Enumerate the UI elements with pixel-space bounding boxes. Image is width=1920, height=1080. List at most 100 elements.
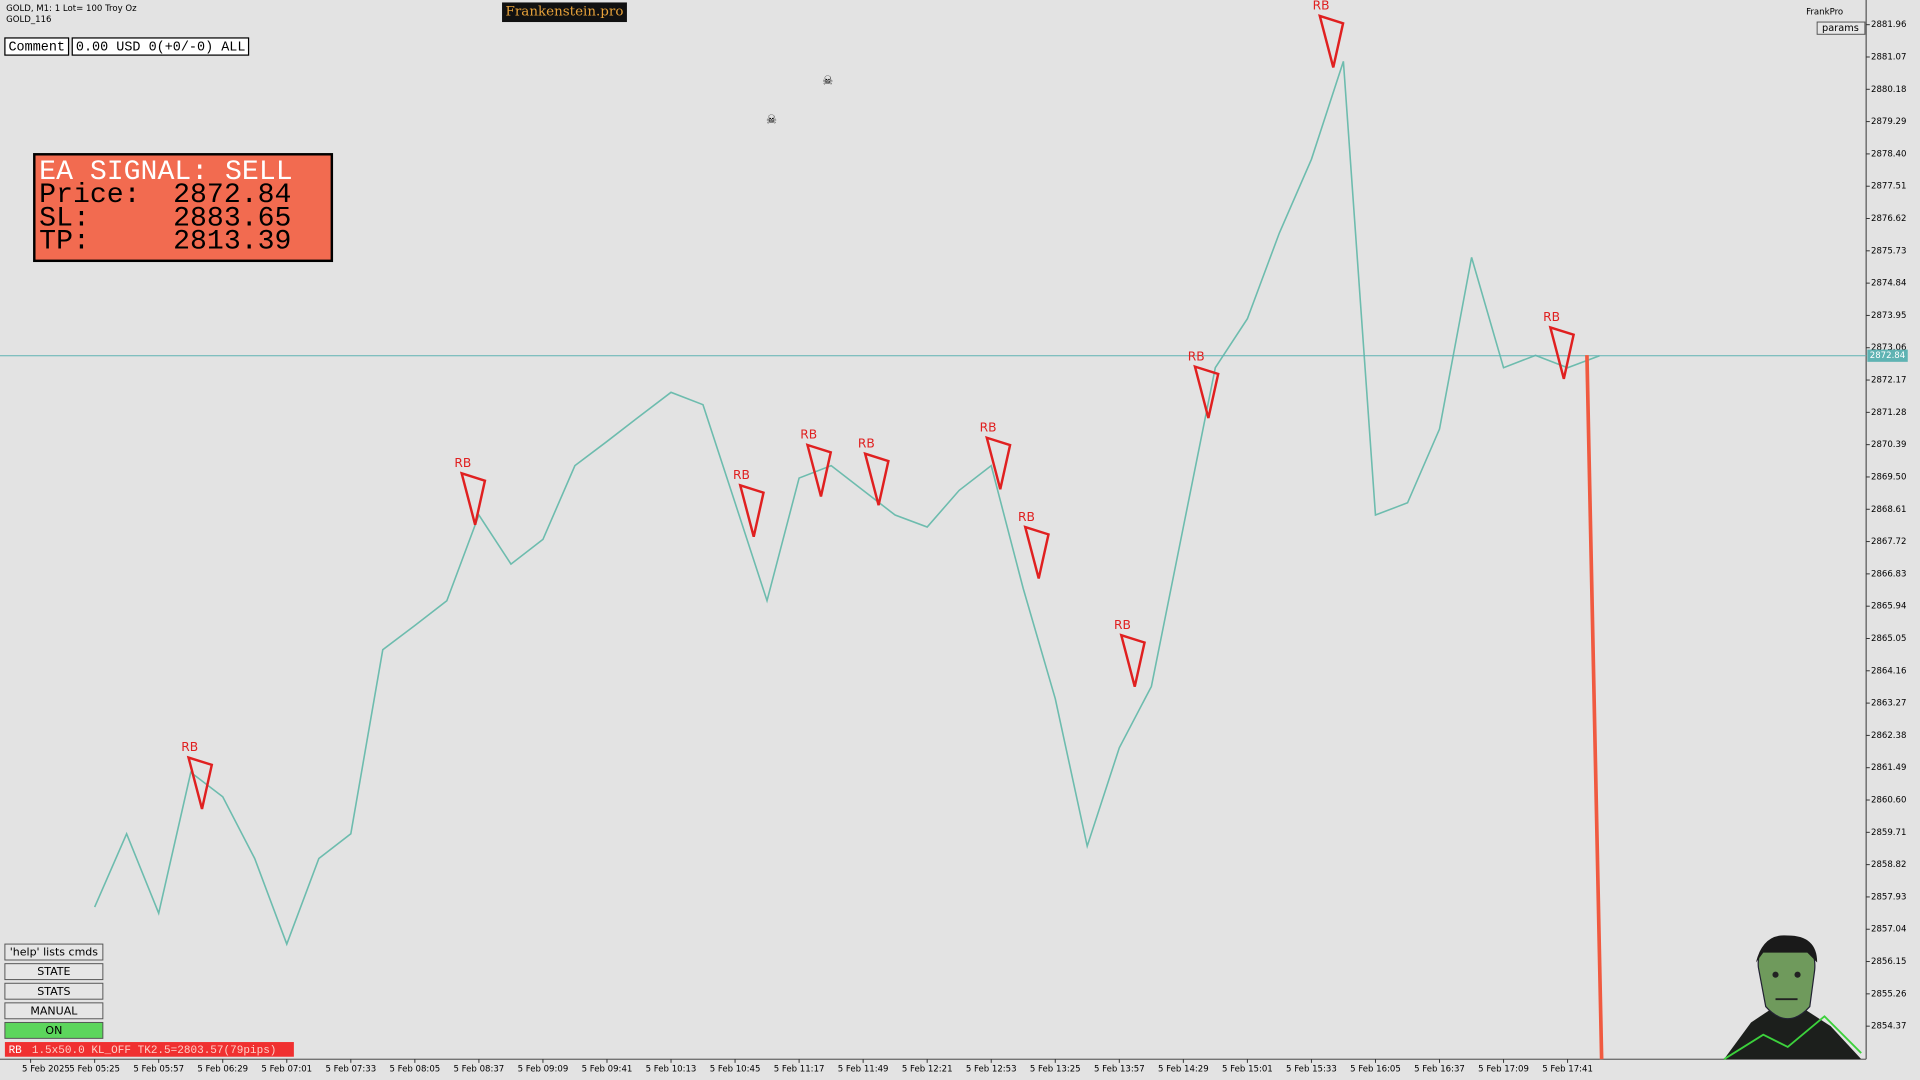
x-tick-label: 5 Feb 16:37	[1414, 1064, 1465, 1074]
pattern-label: RB	[1114, 618, 1131, 632]
y-tick-label: 2859.71	[1871, 828, 1906, 838]
x-tick-label: 5 Feb 17:09	[1478, 1064, 1529, 1074]
x-tick-label: 5 Feb 2025	[22, 1064, 70, 1074]
signal-sl-label: SL:	[39, 203, 90, 234]
signal-tp: 2813.39	[173, 227, 291, 258]
y-tick-label: 2873.06	[1871, 343, 1906, 353]
x-tick-label: 5 Feb 13:25	[1030, 1064, 1081, 1074]
pattern-label: RB	[1188, 349, 1205, 363]
balance-box	[71, 37, 250, 56]
x-tick-label: 5 Feb 11:49	[838, 1064, 889, 1074]
x-tick-label: 5 Feb 16:05	[1350, 1064, 1401, 1074]
pattern-label: RB	[858, 436, 875, 450]
y-tick-label: 2863.27	[1871, 699, 1906, 709]
y-tick-label: 2858.82	[1871, 860, 1906, 870]
pattern-shape	[1023, 525, 1050, 579]
y-tick-label: 2868.61	[1871, 505, 1906, 515]
x-tick-label: 5 Feb 15:01	[1222, 1064, 1273, 1074]
y-tick-label: 2861.49	[1871, 763, 1906, 773]
y-tick-label: 2879.29	[1871, 117, 1906, 127]
y-tick-label: 2875.73	[1871, 246, 1906, 256]
manual-button[interactable]: MANUAL	[4, 1002, 104, 1020]
y-tick-label: 2865.05	[1871, 634, 1906, 644]
y-tick-label: 2857.93	[1871, 892, 1906, 902]
user: FrankPro	[1806, 8, 1843, 18]
x-tick-label: 5 Feb 12:53	[966, 1064, 1017, 1074]
y-tick-label: 2878.40	[1871, 149, 1906, 159]
state-label[interactable]: STATE	[37, 965, 70, 978]
pattern-shape	[186, 755, 214, 810]
x-tick-label: 5 Feb 06:29	[197, 1064, 248, 1074]
pattern-shape	[1548, 325, 1576, 380]
pattern-label: RB	[1313, 0, 1330, 13]
signal-box	[33, 153, 334, 263]
pattern-shape	[985, 435, 1012, 490]
y-tick-label: 2880.18	[1871, 85, 1906, 95]
pattern-shape	[1318, 14, 1345, 68]
on-button[interactable]: ON	[4, 1021, 104, 1039]
help-label[interactable]: 'help' lists cmds	[10, 946, 99, 959]
pattern-shape	[805, 443, 833, 497]
y-tick-label: 2871.28	[1871, 408, 1906, 418]
y-tick-label: 2862.38	[1871, 731, 1906, 741]
x-tick-label: 5 Feb 10:45	[710, 1064, 761, 1074]
price-line	[93, 61, 1600, 947]
signal-tp-label: TP:	[39, 227, 90, 258]
y-tick-label: 2872.17	[1871, 376, 1906, 386]
y-tick-label: 2873.95	[1871, 311, 1906, 321]
y-tick-label: 2866.83	[1871, 569, 1906, 579]
x-tick-label: 5 Feb 15:33	[1286, 1064, 1337, 1074]
pattern-shape	[1119, 633, 1146, 687]
stats-button[interactable]: STATS	[4, 982, 104, 1000]
y-tick-label: 2860.60	[1871, 796, 1906, 806]
x-tick-label: 5 Feb 10:13	[646, 1064, 697, 1074]
current-price-tag	[1867, 349, 1908, 362]
comment[interactable]: Comment	[8, 41, 65, 56]
pattern-label: RB	[733, 468, 750, 482]
skull-icon: ☠	[766, 113, 777, 127]
help-button[interactable]: 'help' lists cmds	[4, 943, 104, 961]
balance: 0.00 USD 0(+0/-0) ALL	[76, 41, 246, 56]
stats-label[interactable]: STATS	[37, 985, 70, 998]
target-projection	[1585, 355, 1604, 1060]
account-info: GOLD_116	[6, 15, 51, 25]
x-tick-label: 5 Feb 14:29	[1158, 1064, 1209, 1074]
pattern-shape	[1193, 364, 1220, 419]
params-label[interactable]: params	[1822, 23, 1859, 34]
signal-price-label: Price:	[39, 180, 140, 211]
x-tick-label: 5 Feb 08:05	[389, 1064, 440, 1074]
signal-title: EA SIGNAL: SELL	[39, 157, 292, 188]
y-tick-label: 2864.16	[1871, 666, 1906, 676]
mascot	[1723, 935, 1862, 1060]
skull-icon: ☠	[822, 73, 833, 87]
signal-price: 2872.84	[173, 180, 291, 211]
brand-box	[502, 2, 627, 23]
y-tick-label: 2870.39	[1871, 440, 1906, 450]
y-tick-label: 2855.26	[1871, 989, 1906, 999]
state-button[interactable]: STATE	[4, 963, 104, 981]
manual-label[interactable]: MANUAL	[30, 1004, 78, 1017]
x-tick-label: 5 Feb 11:17	[774, 1064, 825, 1074]
y-tick-label: 2877.51	[1871, 182, 1906, 192]
y-tick-label: 2876.62	[1871, 214, 1906, 224]
status-text: 1.5x50.0 KL_OFF TK2.5=2803.57(79pips)	[32, 1045, 277, 1057]
current-price-label: 2872.84	[1870, 351, 1905, 361]
pattern-shape	[459, 471, 487, 526]
y-tick-label: 2857.04	[1871, 925, 1906, 935]
symbol-info: GOLD, M1: 1 Lot= 100 Troy Oz	[6, 4, 137, 14]
y-tick-label: 2881.96	[1871, 20, 1906, 30]
pattern-label: RB	[1018, 510, 1035, 524]
pattern-label: RB	[800, 428, 817, 442]
signal-sl: 2883.65	[173, 203, 291, 234]
pattern-label: RB	[181, 740, 198, 754]
params-button[interactable]: params	[1816, 21, 1866, 35]
y-tick-label: 2881.07	[1871, 52, 1906, 62]
on-label[interactable]: ON	[45, 1024, 62, 1037]
status-bar	[4, 1042, 294, 1057]
pattern-label: RB	[454, 456, 471, 470]
comment-box[interactable]	[4, 37, 70, 56]
x-tick-label: 5 Feb 09:41	[582, 1064, 633, 1074]
x-tick-label: 5 Feb 13:57	[1094, 1064, 1145, 1074]
